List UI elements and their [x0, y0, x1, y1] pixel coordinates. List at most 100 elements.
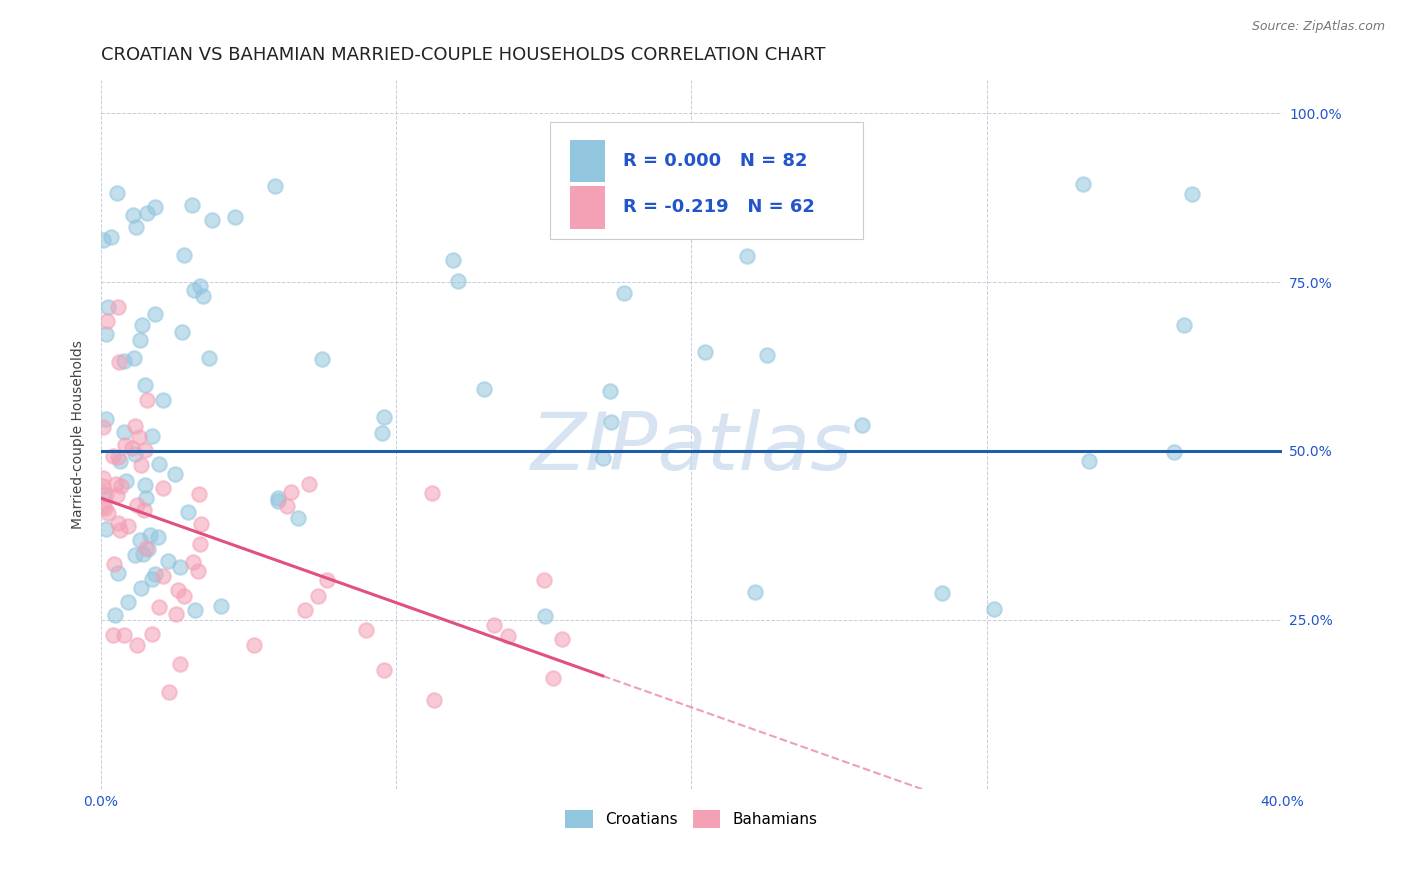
Point	[134, 502, 156, 516]
Point	[117, 518, 139, 533]
Point	[128, 430, 150, 444]
Point	[209, 599, 232, 614]
Point	[592, 450, 614, 465]
Point	[173, 248, 195, 262]
Point	[551, 632, 574, 646]
FancyBboxPatch shape	[550, 122, 863, 239]
Point	[96, 411, 118, 425]
Point	[744, 584, 766, 599]
Point	[101, 628, 124, 642]
Point	[110, 478, 132, 492]
Point	[134, 477, 156, 491]
Point	[124, 447, 146, 461]
Point	[107, 186, 129, 200]
Point	[152, 569, 174, 583]
Point	[146, 530, 169, 544]
Point	[173, 590, 195, 604]
Point	[94, 327, 117, 342]
Point	[94, 487, 117, 501]
Point	[148, 599, 170, 614]
Point	[188, 278, 211, 293]
Point	[103, 558, 125, 572]
Point	[107, 516, 129, 531]
Point	[110, 523, 132, 537]
Point	[315, 573, 337, 587]
Point	[280, 485, 302, 500]
Point	[983, 602, 1005, 616]
Point	[287, 510, 309, 524]
Point	[124, 419, 146, 434]
Point	[100, 229, 122, 244]
Point	[496, 629, 519, 643]
Point	[94, 522, 117, 536]
Point	[101, 449, 124, 463]
Y-axis label: Married-couple Households: Married-couple Households	[72, 340, 86, 529]
Point	[294, 603, 316, 617]
Point	[191, 289, 214, 303]
Point	[143, 566, 166, 581]
Point	[108, 454, 131, 468]
Point	[97, 507, 120, 521]
Point	[482, 618, 505, 632]
Point	[242, 638, 264, 652]
Point	[541, 671, 564, 685]
Point	[136, 206, 159, 220]
Point	[125, 219, 148, 234]
Point	[447, 274, 470, 288]
Point	[124, 549, 146, 563]
Point	[152, 392, 174, 407]
Point	[184, 602, 207, 616]
Point	[125, 638, 148, 652]
Point	[172, 325, 194, 339]
Point	[167, 582, 190, 597]
Point	[1173, 318, 1195, 332]
Point	[534, 609, 557, 624]
FancyBboxPatch shape	[569, 186, 605, 228]
Point	[307, 590, 329, 604]
Point	[373, 409, 395, 424]
Text: Source: ZipAtlas.com: Source: ZipAtlas.com	[1251, 20, 1385, 33]
Text: R = -0.219   N = 62: R = -0.219 N = 62	[623, 198, 814, 216]
Point	[107, 355, 129, 369]
Point	[180, 197, 202, 211]
Point	[735, 249, 758, 263]
Point	[1163, 445, 1185, 459]
Point	[93, 479, 115, 493]
Text: R = 0.000   N = 82: R = 0.000 N = 82	[623, 153, 807, 170]
Point	[135, 541, 157, 555]
Legend: Croatians, Bahamians: Croatians, Bahamians	[560, 805, 824, 834]
Point	[756, 348, 779, 362]
Point	[1071, 177, 1094, 191]
Point	[112, 353, 135, 368]
Point	[298, 476, 321, 491]
Point	[148, 457, 170, 471]
Point	[141, 429, 163, 443]
Point	[157, 554, 180, 568]
Point	[129, 582, 152, 596]
Point	[224, 210, 246, 224]
Point	[267, 491, 290, 506]
Point	[94, 501, 117, 516]
Point	[129, 458, 152, 472]
Point	[599, 384, 621, 398]
Point	[93, 499, 115, 513]
Point	[141, 627, 163, 641]
Point	[93, 486, 115, 500]
Point	[188, 487, 211, 501]
Point	[141, 573, 163, 587]
Point	[371, 426, 394, 441]
Point	[266, 493, 288, 508]
Point	[630, 194, 652, 208]
Point	[128, 533, 150, 548]
Point	[188, 537, 211, 551]
Point	[851, 417, 873, 432]
Point	[134, 442, 156, 457]
Point	[354, 624, 377, 638]
Point	[112, 628, 135, 642]
Point	[93, 420, 115, 434]
Point	[138, 542, 160, 557]
Point	[613, 285, 636, 300]
Point	[114, 437, 136, 451]
Point	[121, 208, 143, 222]
Point	[104, 608, 127, 623]
